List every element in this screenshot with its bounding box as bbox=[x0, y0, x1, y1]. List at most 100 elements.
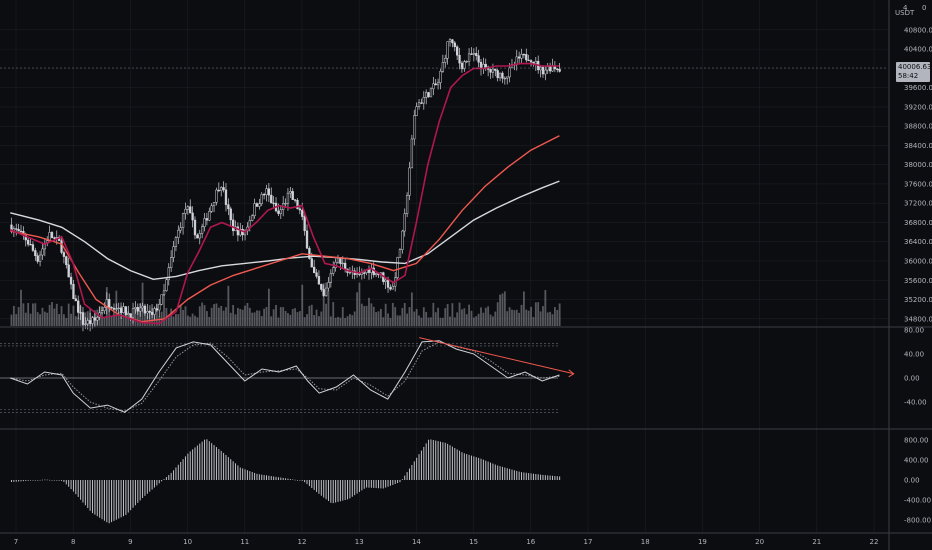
histogram-bar bbox=[323, 480, 325, 498]
histogram-bar bbox=[163, 479, 165, 480]
price-panel[interactable] bbox=[0, 38, 888, 332]
price-tick-label: 36800.00 bbox=[904, 219, 932, 227]
candle-body bbox=[525, 54, 528, 61]
histogram-bar bbox=[235, 463, 237, 480]
candle-body bbox=[417, 102, 421, 107]
histogram-bar bbox=[84, 480, 86, 506]
histogram-bar bbox=[451, 446, 453, 480]
histogram-bar bbox=[51, 480, 53, 481]
last-price-tag-background bbox=[896, 62, 930, 83]
histogram-bar bbox=[125, 480, 127, 515]
histogram-bar bbox=[137, 480, 139, 503]
histogram-bar bbox=[325, 480, 327, 500]
candle-body bbox=[62, 252, 66, 257]
ma-fast-line bbox=[9, 62, 560, 325]
histogram-panel[interactable] bbox=[10, 439, 561, 524]
volume-bar bbox=[175, 313, 177, 326]
candle-body bbox=[177, 229, 180, 238]
volume-bar bbox=[384, 303, 387, 326]
volume-bar bbox=[489, 314, 492, 326]
volume-bar bbox=[306, 314, 308, 326]
histogram-bar bbox=[375, 480, 377, 489]
volume-bar bbox=[370, 303, 373, 326]
histogram-bar bbox=[61, 480, 63, 481]
volume-bar bbox=[318, 316, 320, 326]
volume-bar bbox=[537, 302, 540, 326]
histogram-bar bbox=[277, 477, 279, 480]
candle-body bbox=[272, 202, 275, 205]
histogram-bar bbox=[442, 442, 444, 480]
volume-bar bbox=[253, 312, 256, 326]
candle-body bbox=[448, 39, 452, 42]
candle-body bbox=[129, 313, 132, 318]
candle-body bbox=[134, 307, 137, 309]
histogram-bar bbox=[80, 480, 82, 500]
candle-body bbox=[248, 220, 251, 228]
volume-bar bbox=[522, 291, 525, 326]
volume-bar bbox=[167, 315, 170, 326]
volume-bar bbox=[229, 312, 232, 326]
price-tick-label: 38000.00 bbox=[904, 161, 932, 169]
histogram-bar bbox=[211, 443, 213, 480]
histogram-bar bbox=[530, 473, 532, 480]
candle-body bbox=[265, 188, 268, 195]
volume-bar bbox=[368, 297, 370, 326]
oscillator-tick-label: 40.00 bbox=[904, 350, 924, 358]
histogram-bar bbox=[299, 480, 301, 481]
volume-bar bbox=[179, 305, 182, 326]
histogram-tick-label: -400.00 bbox=[904, 497, 931, 505]
histogram-bar bbox=[559, 476, 561, 480]
candle-body bbox=[472, 53, 475, 55]
histogram-bar bbox=[27, 480, 29, 481]
candle-body bbox=[355, 273, 359, 275]
volume-bar bbox=[53, 308, 56, 326]
candle-body bbox=[324, 287, 328, 296]
volume-bar bbox=[394, 307, 397, 326]
volume-bar bbox=[267, 288, 270, 326]
histogram-bar bbox=[337, 480, 339, 502]
candle-body bbox=[31, 244, 35, 251]
volume-bar bbox=[134, 308, 137, 326]
candle-body bbox=[403, 213, 406, 232]
volume-bar bbox=[420, 317, 423, 326]
histogram-bar bbox=[256, 473, 258, 480]
volume-bar bbox=[22, 303, 25, 326]
histogram-bar bbox=[470, 455, 472, 480]
histogram-bar bbox=[34, 480, 36, 481]
candle-body bbox=[467, 53, 471, 62]
candle-body bbox=[463, 61, 466, 70]
histogram-bar bbox=[401, 479, 403, 480]
last-price-tag: 40006.63 58:42 bbox=[896, 62, 931, 83]
volume-bar bbox=[408, 307, 411, 326]
volume-bar bbox=[391, 302, 394, 326]
volume-bar bbox=[270, 316, 273, 326]
histogram-bar bbox=[89, 480, 91, 511]
candle-body bbox=[19, 230, 23, 233]
candle-body bbox=[200, 226, 204, 234]
candle-body bbox=[155, 308, 159, 311]
oscillator-panel[interactable] bbox=[0, 337, 575, 413]
oscillator-trendline[interactable] bbox=[419, 337, 574, 375]
histogram-bar bbox=[170, 472, 172, 480]
candle-body bbox=[310, 258, 313, 268]
volume-bar bbox=[499, 294, 501, 326]
volume-bar bbox=[117, 311, 120, 326]
candle-body bbox=[143, 305, 147, 314]
volume-bar bbox=[520, 304, 523, 326]
price-tick-label: 38800.00 bbox=[904, 123, 932, 131]
histogram-bar bbox=[378, 480, 380, 489]
histogram-bar bbox=[463, 453, 465, 480]
candle-body bbox=[119, 307, 123, 313]
time-axis[interactable]: 7 8 9 10 11 12 13 14 15 16 17 18 19 20 21 22 bbox=[14, 538, 879, 546]
histogram-bar bbox=[301, 480, 303, 481]
candle-body bbox=[465, 60, 468, 63]
histogram-bar bbox=[423, 446, 425, 480]
volume-bar bbox=[29, 313, 32, 326]
price-axis[interactable]: 4 USDT 0 40800.00 40400.00 39600.00 39200.0… bbox=[895, 4, 932, 525]
candle-body bbox=[65, 256, 68, 266]
candle-body bbox=[86, 320, 89, 325]
volume-bar bbox=[51, 302, 53, 326]
price-tick-labels: 40800.00 40400.00 39600.00 39200.00 38800.00… bbox=[904, 26, 932, 323]
